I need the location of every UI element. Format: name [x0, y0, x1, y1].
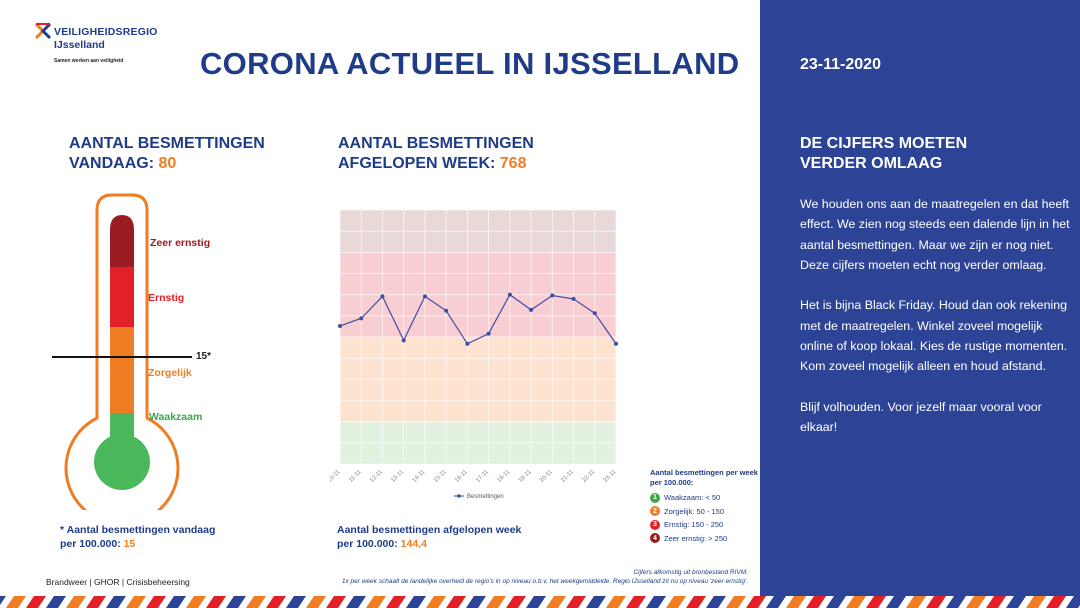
- today-count: 80: [158, 155, 177, 172]
- legend-item: 1 Waakzaam: < 50: [650, 491, 760, 505]
- x-tick-label: 15-11: [433, 469, 448, 484]
- x-tick-label: 11-11: [348, 469, 363, 484]
- x-tick-label: 13-11: [390, 469, 405, 484]
- legend-title: Aantal besmettingen per week per 100.000…: [650, 468, 758, 487]
- sidebar-heading-line2: VERDER OMLAAG: [800, 155, 943, 172]
- x-tick-label: 19-11: [518, 469, 533, 484]
- data-point: [444, 308, 449, 313]
- x-tick-label: 17-11: [475, 469, 490, 484]
- data-point: [571, 296, 576, 301]
- zone-label-zeer-ernstig: Zeer ernstig: [150, 237, 211, 249]
- today-heading-line1: AANTAL BESMETTINGEN: [69, 135, 265, 152]
- airmail-stripe-border: [0, 596, 1080, 608]
- thermometer-zone-zeer-ernstig: [110, 215, 134, 267]
- footer-organizations: Brandweer | GHOR | Crisisbeheersing: [46, 577, 190, 587]
- zone-label-zorgelijk: Zorgelijk: [148, 367, 192, 379]
- footer-source-note: Cijfers afkomstig uit bronbestand RIVM. …: [342, 568, 748, 586]
- logo-region: IJsselland: [54, 39, 105, 51]
- week-per100k: 144,4: [400, 538, 427, 550]
- data-point: [465, 341, 470, 346]
- legend-item: 2 Zorgelijk: 50 - 150: [650, 505, 760, 519]
- data-point: [359, 316, 364, 321]
- today-footnote-label: per 100.000:: [60, 538, 124, 550]
- x-tick-label: 20-11: [539, 469, 554, 484]
- data-point: [401, 338, 406, 343]
- week-footnote-line1: Aantal besmettingen afgelopen week: [337, 524, 522, 536]
- sidebar: 23-11-2020 DE CIJFERS MOETEN VERDER OMLA…: [760, 0, 1080, 596]
- data-point: [529, 307, 534, 312]
- thermometer-zone-zorgelijk: [110, 327, 134, 413]
- thermometer-graphic: [52, 193, 192, 510]
- x-tick-label: 21-11: [560, 469, 575, 484]
- data-point: [338, 323, 342, 328]
- data-point: [422, 294, 427, 299]
- logo-icon: [34, 22, 52, 40]
- week-heading-line2: AFGELOPEN WEEK: 768: [338, 154, 534, 174]
- data-point: [614, 341, 618, 346]
- x-tick-label: 22-11: [581, 469, 596, 484]
- sidebar-paragraph-3: Blijf volhouden. Voor jezelf maar vooral…: [800, 399, 1042, 435]
- data-point: [486, 331, 491, 336]
- week-footnote: Aantal besmettingen afgelopen week per 1…: [337, 523, 521, 551]
- thermometer-zone-ernstig: [110, 267, 134, 327]
- legend-text: Ernstig: 150 - 250: [664, 520, 724, 530]
- legend-number: 4: [650, 533, 660, 544]
- sidebar-paragraph-1: We houden ons aan de maatregelen en dat …: [800, 197, 1070, 272]
- x-tick-label: 10-11: [330, 469, 342, 484]
- x-tick-label: 23-11: [603, 469, 618, 484]
- legend-number: 1: [650, 492, 660, 503]
- week-heading-line1: AANTAL BESMETTINGEN: [338, 135, 534, 152]
- today-footnote: * Aantal besmettingen vandaag per 100.00…: [60, 523, 215, 551]
- legend-text: Waakzaam: < 50: [664, 493, 721, 503]
- week-footnote-line2: per 100.000: 144,4: [337, 537, 521, 551]
- today-heading-line2: VANDAAG: 80: [69, 154, 265, 174]
- legend-text: Zorgelijk: 50 - 150: [664, 506, 725, 516]
- today-per100k: 15: [123, 538, 136, 550]
- threshold-label: 15*: [196, 351, 212, 362]
- today-heading: AANTAL BESMETTINGEN VANDAAG: 80: [69, 134, 265, 174]
- data-point: [592, 311, 597, 316]
- legend-number: 2: [650, 506, 660, 517]
- sidebar-heading-line1: DE CIJFERS MOETEN: [800, 135, 968, 152]
- data-point: [550, 293, 555, 298]
- zone-label-ernstig: Ernstig: [148, 292, 185, 304]
- thermometer-bulb: [94, 434, 150, 490]
- legend-item: 3 Ernstig: 150 - 250: [650, 518, 760, 532]
- today-footnote-line2: per 100.000: 15: [60, 537, 215, 551]
- today-footnote-line1: * Aantal besmettingen vandaag: [60, 524, 216, 536]
- today-heading-label: VANDAAG:: [69, 155, 159, 172]
- sidebar-heading: DE CIJFERS MOETEN VERDER OMLAAG: [800, 134, 1050, 174]
- sidebar-body: We houden ons aan de maatregelen en dat …: [800, 194, 1070, 458]
- logo-name: VEILIGHEIDSREGIO: [54, 26, 158, 38]
- week-heading: AANTAL BESMETTINGEN AFGELOPEN WEEK: 768: [338, 134, 534, 174]
- sidebar-date: 23-11-2020: [800, 56, 881, 73]
- legend-number: 3: [650, 519, 660, 530]
- data-point: [380, 294, 385, 299]
- x-tick-label: 18-11: [496, 469, 511, 484]
- series-line-besmettingen: [339, 293, 617, 345]
- week-line-chart: 10-11 11-11 12-11 13-11 14-11 15-11 16-11 17-11…: [330, 209, 618, 500]
- footer-source-line2: 1x per week schaalt de landelijke overhe…: [341, 578, 748, 585]
- logo-tagline: Samen werken aan veiligheid: [54, 58, 124, 64]
- sidebar-paragraph-2: Het is bijna Black Friday. Houd dan ook …: [800, 298, 1068, 374]
- severity-legend: Aantal besmettingen per week per 100.000…: [650, 468, 760, 545]
- week-count: 768: [499, 155, 527, 172]
- chart-legend-label: Besmettingen: [467, 494, 504, 500]
- week-heading-label: AFGELOPEN WEEK:: [338, 155, 500, 172]
- x-tick-label: 14-11: [412, 469, 427, 484]
- week-footnote-label: per 100.000:: [337, 538, 401, 550]
- zone-label-waakzaam: Waakzaam: [149, 411, 203, 423]
- data-point: [507, 292, 512, 297]
- legend-item: 4 Zeer ernstig: > 250: [650, 532, 760, 546]
- chart-legend-marker: [457, 494, 461, 498]
- x-tick-label: 16-11: [454, 469, 469, 484]
- x-tick-label: 12-11: [369, 469, 384, 484]
- page-title: CORONA ACTUEEL IN IJSSELLAND: [200, 46, 740, 81]
- legend-text: Zeer ernstig: > 250: [664, 533, 728, 543]
- footer-source-line1: Cijfers afkomstig uit bronbestand RIVM.: [633, 569, 748, 576]
